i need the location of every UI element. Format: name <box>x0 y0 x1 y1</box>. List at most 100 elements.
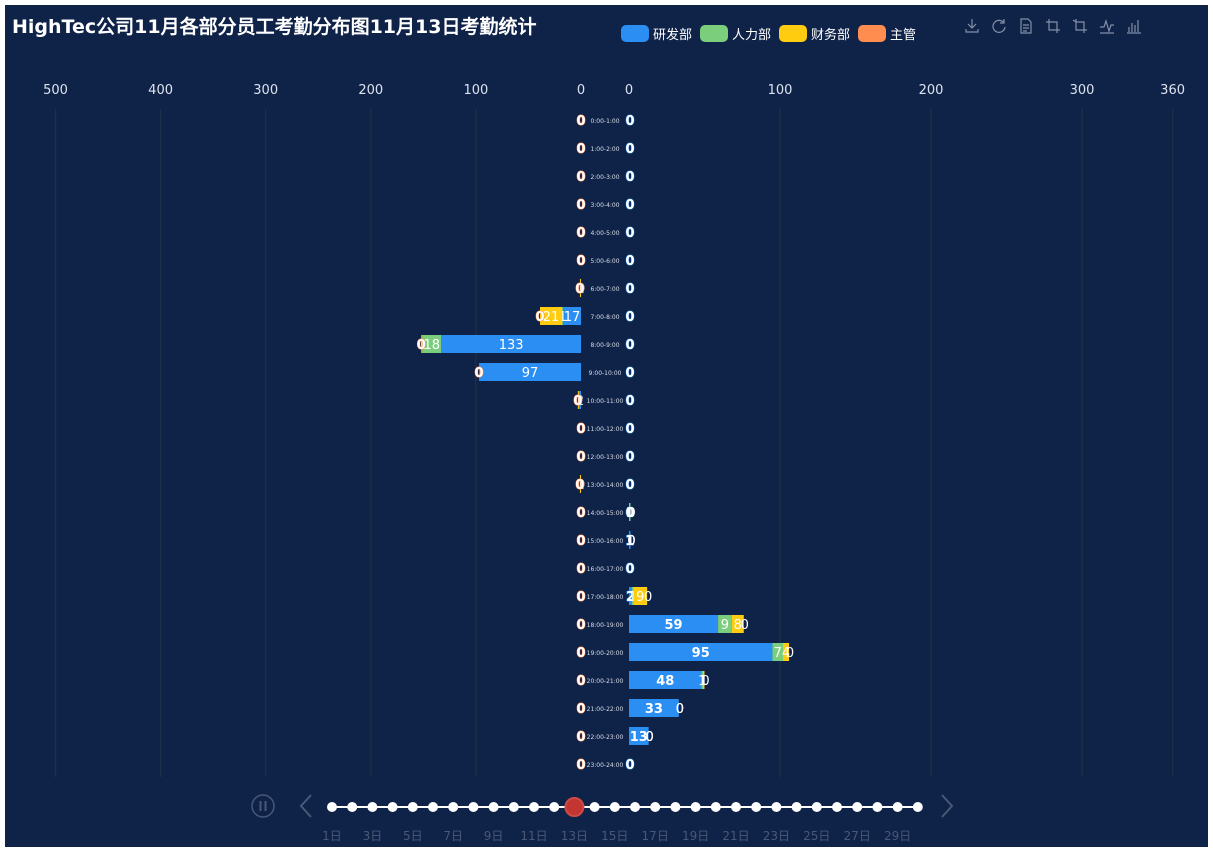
timeline-selected-marker[interactable] <box>564 797 585 817</box>
refresh-icon[interactable] <box>990 17 1008 35</box>
right-data-label: 0 <box>626 394 634 409</box>
timeline-day-dot[interactable] <box>731 802 741 812</box>
right-data-label: 0 <box>625 142 634 157</box>
legend-item-manager[interactable]: 主管 <box>858 24 916 43</box>
left-data-label: 0 <box>576 758 585 773</box>
left-data-label: 133 <box>499 338 524 353</box>
category-label: 22:00-23:00 <box>587 734 624 741</box>
legend: 研发部 人力部 财务部 主管 <box>621 24 916 43</box>
line-chart-icon[interactable] <box>1098 17 1116 35</box>
right-data-label: 0 <box>625 226 634 241</box>
left-data-label: 0 <box>577 702 585 717</box>
timeline-day-dot[interactable] <box>529 802 539 812</box>
timeline-day-dot[interactable] <box>367 802 378 812</box>
timeline-day-dot[interactable] <box>327 802 337 812</box>
category-label: 19:00-20:00 <box>587 650 624 657</box>
left-data-label: 0 <box>577 702 585 717</box>
left-data-label: 0 <box>576 114 585 129</box>
category-label: 7:00-8:00 <box>590 314 619 321</box>
right-data-label: 0 <box>625 478 634 493</box>
right-data-label: 1 <box>626 506 634 521</box>
right-data-label: 0 <box>626 366 634 381</box>
right-axis-tick-label: 0 <box>625 83 633 98</box>
right-data-label: 1 <box>629 590 637 605</box>
left-data-label: 0 <box>577 226 585 241</box>
timeline-day-dot[interactable] <box>589 802 600 812</box>
download-icon[interactable] <box>963 17 981 35</box>
left-data-label: 0 <box>577 506 585 521</box>
legend-item-finance[interactable]: 财务部 <box>779 24 850 43</box>
left-data-label: 0 <box>577 170 585 185</box>
right-data-label: 0 <box>625 366 634 381</box>
zoom-reset-icon[interactable] <box>1071 17 1089 35</box>
timeline-day-dot[interactable] <box>428 802 438 812</box>
timeline-day-dot[interactable] <box>771 802 782 812</box>
timeline-day-dot[interactable] <box>791 802 802 812</box>
left-data-label: 0 <box>577 422 585 437</box>
left-data-label: 0 <box>576 562 585 577</box>
right-data-label: 0 <box>626 226 634 241</box>
left-data-label: 0 <box>577 170 585 185</box>
timeline-day-dot[interactable] <box>407 802 418 812</box>
left-bar-人力部 <box>422 335 442 353</box>
category-label: 21:00-22:00 <box>587 706 624 713</box>
timeline-day-dot[interactable] <box>852 802 863 812</box>
right-bar-财务部 <box>633 587 648 605</box>
right-data-label: 0 <box>626 478 634 493</box>
timeline-day-dot[interactable] <box>448 802 459 812</box>
timeline-day-dot[interactable] <box>468 802 479 812</box>
timeline-day-dot[interactable] <box>609 802 620 812</box>
right-data-label: 0 <box>625 450 634 465</box>
timeline-day-dot[interactable] <box>892 802 903 812</box>
timeline-day-dot[interactable] <box>549 802 560 812</box>
data-view-icon[interactable] <box>1017 17 1035 35</box>
right-data-label: 0 <box>626 478 634 493</box>
zoom-icon[interactable] <box>1044 17 1062 35</box>
timeline-day-dot[interactable] <box>670 802 681 812</box>
timeline-day-label: 5日 <box>403 829 423 843</box>
left-data-label: 0 <box>417 338 426 353</box>
timeline-day-label: 11日 <box>520 829 547 843</box>
timeline-day-dot[interactable] <box>650 802 661 812</box>
right-bar-人力部 <box>629 503 631 521</box>
right-data-label: 0 <box>645 730 653 745</box>
timeline-day-dot[interactable] <box>387 802 398 812</box>
timeline-play-button <box>251 794 275 818</box>
left-data-label: 0 <box>576 170 585 185</box>
timeline-day-dot[interactable] <box>488 802 499 812</box>
timeline-day-dot[interactable] <box>832 802 842 812</box>
left-data-label: 0 <box>535 310 544 325</box>
timeline-day-label: 1日 <box>322 829 342 843</box>
timeline-day-dot[interactable] <box>347 802 358 812</box>
category-label: 9:00-10:00 <box>589 370 622 377</box>
right-data-label: 0 <box>626 562 634 577</box>
right-bar-研发部 <box>629 531 631 549</box>
right-data-label: 0 <box>626 422 634 437</box>
timeline-day-dot[interactable] <box>630 802 640 812</box>
left-data-label: 0 <box>577 114 585 129</box>
left-bar-财务部 <box>579 475 581 493</box>
bar-chart-icon[interactable] <box>1125 17 1143 35</box>
right-data-label: 0 <box>626 310 634 325</box>
timeline-day-dot[interactable] <box>751 802 762 812</box>
timeline-day-dot[interactable] <box>872 802 883 812</box>
toolbox <box>963 17 1152 35</box>
left-data-label: 0 <box>577 170 585 185</box>
timeline-day-dot[interactable] <box>912 802 923 812</box>
timeline-day-dot[interactable] <box>811 802 822 812</box>
right-data-label: 0 <box>625 338 634 353</box>
left-axis-tick-label: 200 <box>358 83 383 98</box>
timeline-day-dot[interactable] <box>710 802 721 812</box>
legend-item-hr[interactable]: 人力部 <box>700 24 771 43</box>
left-axis-tick-label: 100 <box>463 83 488 98</box>
right-data-label: 0 <box>626 422 634 437</box>
right-data-label: 0 <box>626 226 634 241</box>
left-data-label: 0 <box>576 730 585 745</box>
timeline-day-label: 27日 <box>844 829 871 843</box>
timeline-day-dot[interactable] <box>508 802 519 812</box>
category-label: 12:00-13:00 <box>587 454 624 461</box>
left-data-label: 0 <box>576 226 585 241</box>
right-data-label: 0 <box>627 506 635 521</box>
legend-item-rd[interactable]: 研发部 <box>621 24 692 43</box>
timeline-day-dot[interactable] <box>690 802 701 812</box>
